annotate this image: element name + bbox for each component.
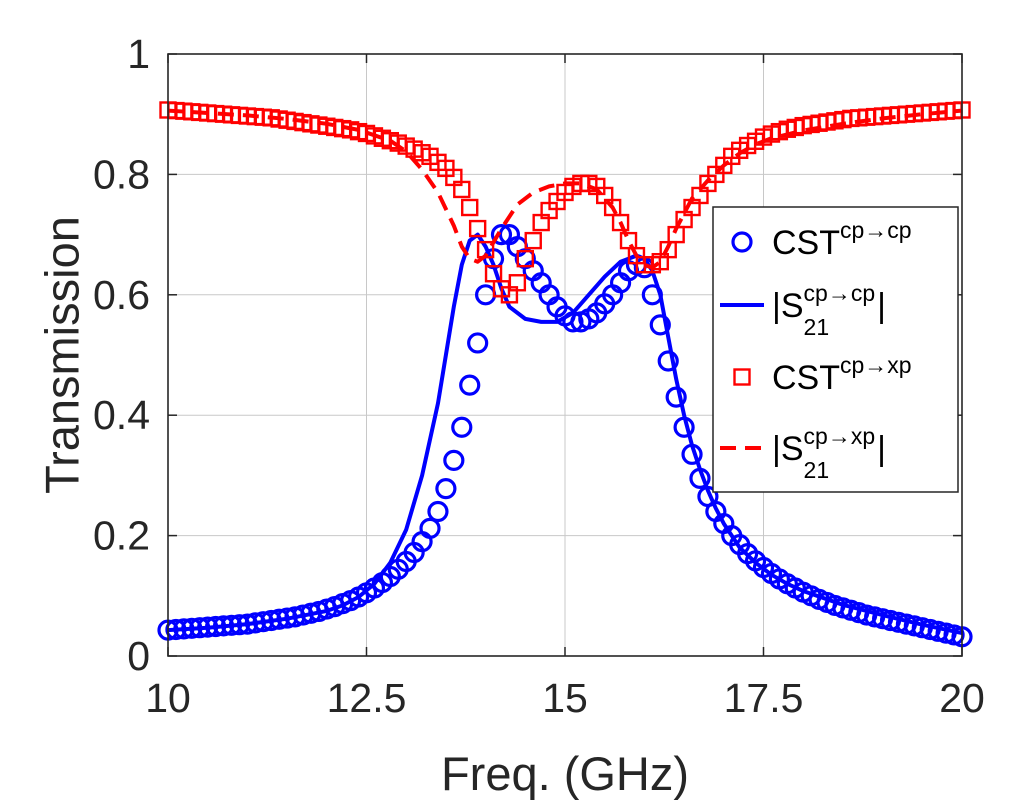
- y-tick-label: 0: [127, 633, 150, 679]
- y-tick-label: 0.2: [93, 513, 150, 559]
- y-axis-title: Transmission: [35, 216, 88, 494]
- series-line: [167, 108, 963, 270]
- y-tick-label: 1: [127, 31, 150, 77]
- legend-box: [712, 206, 959, 493]
- data-point-circle: [419, 517, 441, 539]
- data-point-circle: [490, 224, 513, 246]
- y-tick-label: 0.4: [93, 392, 150, 438]
- data-point-circle: [443, 449, 465, 471]
- legend-label: |Scp→cp 21|: [772, 280, 886, 340]
- x-tick-label: 17.5: [724, 675, 804, 721]
- legend-swatch-square: [733, 368, 751, 386]
- data-point-square: [508, 274, 527, 292]
- legend-label: |Scp→xp 21|: [772, 423, 886, 483]
- legend-entry: CSTcp→xp: [733, 352, 912, 397]
- legend-entry: |Scp→xp 21|: [720, 423, 886, 483]
- series-line: [167, 232, 963, 636]
- series-group: [167, 108, 963, 270]
- data-point-circle: [467, 332, 489, 354]
- data-point-circle: [657, 350, 679, 372]
- legend-entry: CSTcp→cp: [731, 217, 912, 262]
- data-point-square: [461, 198, 479, 217]
- data-point-square: [453, 180, 471, 199]
- legend-label: CSTcp→xp: [772, 352, 912, 397]
- data-point-square: [516, 249, 534, 268]
- y-tick-label: 0.6: [93, 272, 150, 318]
- data-point-circle: [649, 314, 671, 336]
- data-point-circle: [435, 478, 457, 500]
- legend: CSTcp→cp |Scp→cp 21| CSTcp→xp |Scp→xp 21|: [712, 206, 959, 493]
- data-point-circle: [459, 374, 481, 396]
- series-group: [159, 101, 971, 304]
- x-tick-label: 12.5: [327, 675, 407, 721]
- legend-swatch-circle: [731, 231, 753, 253]
- series-group: [167, 232, 963, 636]
- x-tick-label: 20: [939, 675, 985, 721]
- data-point-square: [524, 231, 542, 250]
- x-tick-label: 15: [542, 675, 588, 721]
- y-tick-label: 0.8: [93, 151, 150, 197]
- legend-label: CSTcp→cp: [772, 217, 912, 262]
- data-point-circle: [427, 500, 449, 523]
- data-point-circle: [451, 416, 473, 438]
- legend-entry: |Scp→cp 21|: [720, 280, 886, 340]
- x-axis-title: Freq. (GHz): [441, 747, 689, 800]
- data-point-square: [611, 213, 630, 232]
- data-point-circle: [943, 624, 965, 646]
- axes: 10 12.5 15 17.5 20 0 0.2 0.4 0.6 0.8 1: [93, 31, 985, 721]
- x-tick-label: 10: [145, 675, 191, 721]
- data-point-square: [468, 219, 487, 238]
